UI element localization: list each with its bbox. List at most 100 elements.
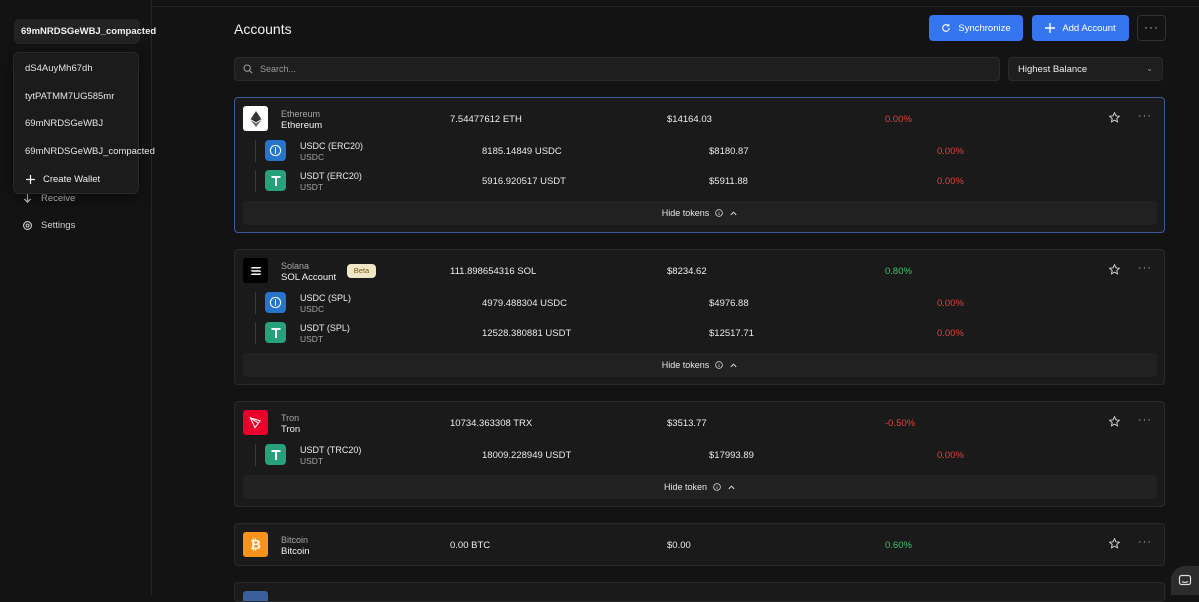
create-wallet-label: Create Wallet	[43, 174, 101, 185]
wallet-option[interactable]: tytPATMM7UG585mr	[25, 91, 115, 102]
token-row[interactable]: USDC (ERC20) USDC 8185.14849 USDC $8180.…	[255, 136, 1155, 166]
beta-badge: Beta	[347, 264, 376, 278]
add-account-button[interactable]: Add Account	[1032, 15, 1129, 41]
solana-icon	[243, 258, 268, 283]
hide-token-button[interactable]: Hide token	[243, 475, 1157, 499]
account-menu-button[interactable]: ···	[1138, 414, 1152, 426]
token-row[interactable]: USDT (ERC20) USDT 5916.920517 USDT $5911…	[255, 166, 1155, 196]
create-wallet-button[interactable]: Create Wallet	[26, 174, 100, 185]
account-menu-button[interactable]: ···	[1138, 262, 1152, 274]
token-connector	[255, 292, 256, 314]
account-network: Bitcoin	[281, 535, 309, 545]
sidebar-item-receive[interactable]: Receive	[22, 193, 75, 204]
token-usd-value: $12517.71	[709, 328, 754, 339]
account-name: Tron	[281, 424, 301, 435]
token-symbol: USDC	[300, 152, 325, 162]
sync-icon	[942, 23, 951, 32]
account-card-partial[interactable]	[234, 582, 1165, 602]
token-usd-value: $5911.88	[709, 176, 748, 187]
account-name: SOL Account	[281, 272, 337, 283]
wallet-option[interactable]: 69mNRDSGeWBJ	[25, 118, 104, 129]
token-name: USDT (TRC20)	[300, 445, 362, 455]
tron-icon	[243, 410, 268, 435]
account-balance: 0.00 BTC	[450, 540, 491, 551]
account-menu-button[interactable]: ···	[1138, 110, 1152, 122]
star-icon[interactable]	[1109, 538, 1120, 549]
chevron-down-icon: ⌄	[1146, 64, 1153, 73]
sidebar: 69mNRDSGeWBJ_compacted Receive Settings …	[0, 0, 156, 595]
token-connector	[255, 322, 256, 344]
bitcoin-glyph: ₿	[250, 537, 261, 553]
account-change: 0.80%	[885, 266, 912, 277]
synchronize-button[interactable]: Synchronize	[929, 15, 1023, 41]
add-account-label: Add Account	[1062, 22, 1116, 34]
star-icon[interactable]	[1109, 264, 1120, 275]
sidebar-item-settings[interactable]: Settings	[22, 220, 75, 231]
token-balance: 8185.14849 USDC	[482, 146, 562, 157]
account-balance: 10734.363308 TRX	[450, 418, 533, 429]
account-name: Ethereum	[281, 120, 323, 131]
token-name: USDT (SPL)	[300, 323, 350, 333]
account-name: Bitcoin	[281, 546, 310, 557]
chevron-up-icon	[730, 210, 737, 215]
usdc-icon	[265, 292, 286, 313]
token-change: 0.00%	[937, 450, 964, 461]
usdt-icon	[265, 444, 286, 465]
chat-icon	[1178, 574, 1192, 585]
search-icon	[243, 64, 253, 74]
token-balance: 4979.488304 USDC	[482, 298, 568, 309]
token-balance: 12528.380881 USDT	[482, 328, 572, 339]
account-network: Solana	[281, 261, 310, 271]
account-balance: 7.54477612 ETH	[450, 114, 522, 125]
account-menu-button[interactable]: ···	[1138, 536, 1152, 548]
token-symbol: USDT	[300, 334, 324, 344]
info-icon	[715, 209, 724, 217]
account-network: Tron	[281, 413, 300, 423]
chevron-up-icon	[730, 362, 737, 367]
more-options-button[interactable]: ···	[1137, 15, 1166, 41]
account-card-bitcoin[interactable]: ₿ Bitcoin Bitcoin 0.00 BTC $0.00 0.60% ·…	[234, 523, 1165, 566]
page-title: Accounts	[234, 21, 292, 37]
star-icon[interactable]	[1109, 416, 1120, 427]
hide-tokens-button[interactable]: Hide tokens	[243, 201, 1157, 225]
divider	[153, 6, 1199, 7]
token-name: USDT (ERC20)	[300, 171, 362, 181]
star-icon[interactable]	[1109, 112, 1120, 123]
account-network: Ethereum	[281, 109, 321, 119]
hide-tokens-button[interactable]: Hide tokens	[243, 353, 1157, 377]
search-bar	[234, 57, 1000, 81]
hide-tokens-label: Hide tokens	[661, 208, 710, 218]
synchronize-label: Synchronize	[958, 22, 1011, 34]
token-change: 0.00%	[937, 176, 964, 187]
sort-select[interactable]: Highest Balance ⌄	[1008, 57, 1163, 81]
account-card-solana[interactable]: Solana SOL Account Beta 111.898654316 SO…	[234, 249, 1165, 385]
plus-icon	[1045, 23, 1056, 33]
token-row[interactable]: USDT (SPL) USDT 12528.380881 USDT $12517…	[255, 318, 1155, 348]
usdt-icon	[265, 170, 286, 191]
sidebar-item-label: Settings	[41, 220, 76, 231]
search-input[interactable]	[260, 64, 960, 74]
chevron-up-icon	[728, 484, 735, 489]
bitcoin-icon: ₿	[243, 532, 268, 557]
main-content: Accounts Synchronize Add Account ··· Hig…	[153, 0, 1199, 602]
token-name: USDC (ERC20)	[300, 141, 364, 151]
arrow-down-icon	[23, 193, 32, 204]
wallet-option[interactable]: 69mNRDSGeWBJ_compacted	[25, 146, 155, 157]
token-row[interactable]: USDT (TRC20) USDT 18009.228949 USDT $179…	[255, 440, 1155, 470]
token-balance: 18009.228949 USDT	[482, 450, 572, 461]
account-card-ethereum[interactable]: Ethereum Ethereum 7.54477612 ETH $14164.…	[234, 97, 1165, 233]
token-symbol: USDT	[300, 456, 324, 466]
sort-value: Highest Balance	[1018, 64, 1088, 75]
account-card-tron[interactable]: Tron Tron 10734.363308 TRX $3513.77 -0.5…	[234, 401, 1165, 507]
wallet-option[interactable]: dS4AuyMh67dh	[25, 63, 93, 74]
token-connector	[255, 170, 256, 192]
wallet-selector[interactable]: 69mNRDSGeWBJ_compacted	[14, 19, 156, 44]
token-row[interactable]: USDC (SPL) USDC 4979.488304 USDC $4976.8…	[255, 288, 1155, 318]
account-change: 0.60%	[885, 540, 912, 551]
account-usd-value: $8234.62	[667, 266, 707, 277]
chat-support-button[interactable]	[1171, 566, 1199, 595]
token-symbol: USDT	[300, 182, 324, 192]
plus-icon	[26, 175, 35, 184]
wallet-dropdown: dS4AuyMh67dh tytPATMM7UG585mr 69mNRDSGeW…	[13, 52, 155, 194]
gear-icon	[23, 221, 32, 230]
